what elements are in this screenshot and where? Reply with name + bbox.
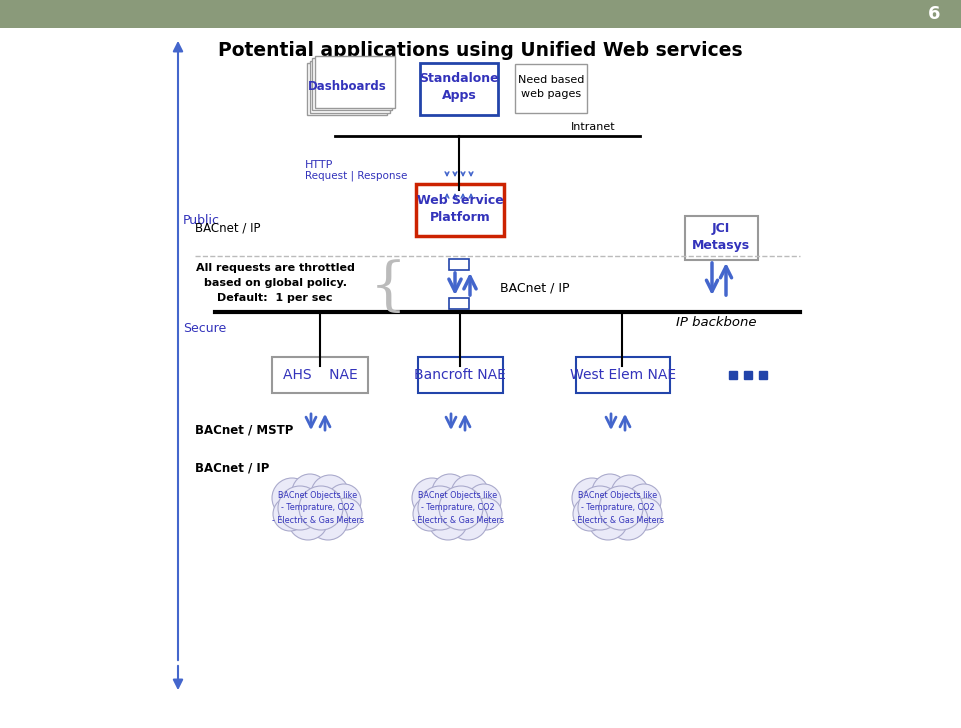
Circle shape <box>292 474 328 510</box>
Circle shape <box>448 500 488 540</box>
Text: BACnet / IP: BACnet / IP <box>500 282 570 295</box>
Text: Bancroft NAE: Bancroft NAE <box>414 368 505 382</box>
Bar <box>314 55 395 108</box>
Text: 6: 6 <box>927 5 940 23</box>
Text: Request | Response: Request | Response <box>305 171 407 181</box>
Bar <box>272 357 368 393</box>
Bar <box>307 63 387 115</box>
Circle shape <box>470 498 502 530</box>
Circle shape <box>273 497 307 531</box>
Circle shape <box>428 500 468 540</box>
Circle shape <box>599 486 643 530</box>
Bar <box>515 64 587 113</box>
Text: Standalone
Apps: Standalone Apps <box>419 72 499 102</box>
Bar <box>576 357 670 393</box>
Circle shape <box>272 478 312 518</box>
Circle shape <box>467 484 501 518</box>
Text: Potential applications using Unified Web services: Potential applications using Unified Web… <box>218 41 742 60</box>
Text: AHS    NAE: AHS NAE <box>283 368 357 382</box>
Bar <box>449 259 469 270</box>
Circle shape <box>327 484 361 518</box>
Circle shape <box>412 478 452 518</box>
Text: BACnet Objects like
- Temprature, CO2
- Electric & Gas Meters: BACnet Objects like - Temprature, CO2 - … <box>272 491 364 525</box>
Text: Need based
web pages: Need based web pages <box>518 76 584 98</box>
Bar <box>685 216 758 260</box>
Bar <box>416 184 504 236</box>
Text: HTTP: HTTP <box>305 160 333 170</box>
Bar <box>449 298 469 309</box>
Text: West Elem NAE: West Elem NAE <box>570 368 676 382</box>
Circle shape <box>573 497 607 531</box>
Text: All requests are throttled
based on global policy.
Default:  1 per sec: All requests are throttled based on glob… <box>195 264 355 303</box>
Circle shape <box>278 486 322 530</box>
Text: BACnet / MSTP: BACnet / MSTP <box>195 424 293 437</box>
Circle shape <box>451 475 489 513</box>
Text: JCI
Metasys: JCI Metasys <box>692 222 751 252</box>
Circle shape <box>308 500 348 540</box>
Circle shape <box>288 500 328 540</box>
Circle shape <box>311 475 349 513</box>
Text: BACnet Objects like
- Temprature, CO2
- Electric & Gas Meters: BACnet Objects like - Temprature, CO2 - … <box>572 491 664 525</box>
Circle shape <box>439 486 483 530</box>
Text: Intranet: Intranet <box>571 122 615 132</box>
Text: Web Service
Platform: Web Service Platform <box>417 194 504 224</box>
Circle shape <box>578 486 622 530</box>
Text: IP backbone: IP backbone <box>677 315 757 328</box>
Text: {: { <box>369 260 407 316</box>
Circle shape <box>588 500 628 540</box>
Bar <box>418 357 503 393</box>
Circle shape <box>627 484 661 518</box>
Bar <box>0 0 961 28</box>
Circle shape <box>630 498 662 530</box>
Circle shape <box>432 474 468 510</box>
Text: BACnet / IP: BACnet / IP <box>195 221 260 234</box>
Bar <box>309 60 389 113</box>
Circle shape <box>299 486 343 530</box>
Circle shape <box>330 498 362 530</box>
Text: BACnet / IP: BACnet / IP <box>195 462 269 475</box>
Circle shape <box>592 474 628 510</box>
Circle shape <box>611 475 649 513</box>
Circle shape <box>418 486 462 530</box>
Bar <box>312 58 392 110</box>
Text: Secure: Secure <box>183 322 226 334</box>
Text: Public: Public <box>183 213 220 226</box>
Circle shape <box>413 497 447 531</box>
Text: Dashboards: Dashboards <box>308 81 386 93</box>
Bar <box>420 63 498 115</box>
Circle shape <box>608 500 648 540</box>
Text: BACnet Objects like
- Temprature, CO2
- Electric & Gas Meters: BACnet Objects like - Temprature, CO2 - … <box>412 491 504 525</box>
Circle shape <box>572 478 612 518</box>
